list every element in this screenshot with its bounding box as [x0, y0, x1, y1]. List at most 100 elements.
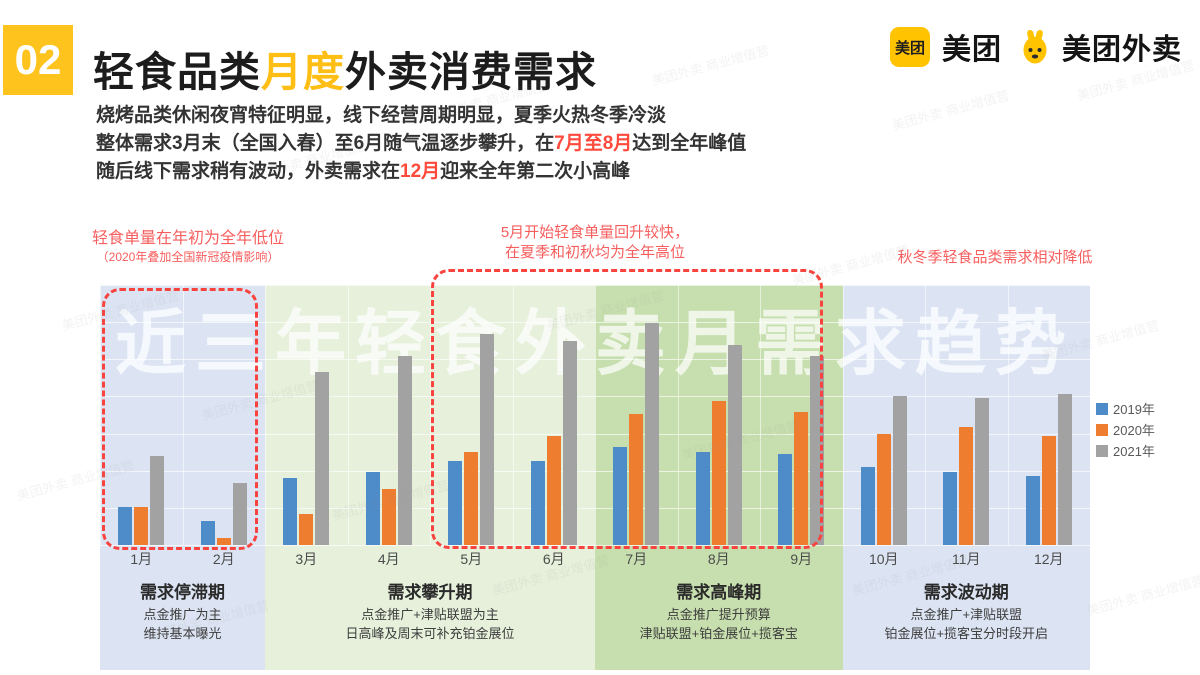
period-desc-line: 点金推广提升预算: [666, 607, 771, 622]
bar-group-7月: [595, 285, 678, 545]
annotation-rebound-line1: 5月开始轻食单量回升较快，: [500, 224, 690, 241]
period-title: 需求攀升期: [387, 583, 473, 602]
bar-2019年-8月: [695, 451, 710, 545]
v-gridline: [512, 285, 514, 545]
month-label-9月: 9月: [790, 551, 813, 567]
summary-line-2: 整体需求3月末（全国入春）至6月随气温逐步攀升，在7月至8月达到全年峰值: [96, 133, 747, 154]
meituan-app-icon: 美团: [889, 27, 930, 67]
title-highlight: 月度: [261, 49, 345, 95]
v-gridline: [842, 285, 844, 545]
v-gridline: [1090, 285, 1091, 545]
bar-group-2月: [183, 285, 266, 545]
bar-group-5月: [430, 285, 513, 545]
title-post: 外卖消费需求: [345, 49, 597, 95]
bar-2020年-7月: [629, 413, 644, 545]
period-note-需求停滞期: 需求停滞期 点金推广为主 维持基本曝光: [100, 581, 265, 643]
faint-watermark-text: 美团外卖 商业增值营: [890, 87, 1011, 134]
month-label-11月: 11月: [951, 551, 981, 567]
month-label-10月: 10月: [868, 551, 899, 567]
month-label-12月: 12月: [1033, 551, 1064, 567]
annotation-low-season-line2: （2020年叠加全国新冠疫情影响）: [96, 250, 280, 264]
v-gridline: [677, 285, 679, 545]
bar-2019年-10月: [860, 467, 875, 545]
bar-2019年-2月: [200, 520, 215, 545]
chart-title-watermark: 近三年轻食外卖月需求趋势: [114, 305, 1075, 384]
legend-swatch: [1096, 444, 1108, 457]
bar-2020年-8月: [711, 400, 726, 545]
annotation-autumn-decline: 秋冬季轻食品类需求相对降低: [835, 248, 1155, 268]
annotation-rebound: 5月开始轻食单量回升较快， 在夏季和初秋均为全年高位: [470, 223, 720, 263]
bar-2021年-3月: [315, 371, 330, 545]
chart-bars: [100, 285, 1090, 545]
annotation-low-season-line1: 轻食单量在年初为全年低位: [91, 230, 284, 247]
title-pre: 轻食品类: [93, 49, 261, 95]
summary-line-3: 随后线下需求稍有波动，外卖需求在12月迎来全年第二次小高峰: [96, 161, 631, 182]
v-gridline: [1007, 285, 1009, 545]
bar-2020年-11月: [959, 427, 974, 545]
month-label-1月: 1月: [130, 551, 153, 567]
month-label-7月: 7月: [625, 551, 648, 567]
bar-2021年-10月: [892, 396, 907, 545]
bar-2021年-7月: [645, 322, 660, 545]
dashed-highlight-jan-feb: [102, 288, 258, 550]
bar-2021年-6月: [562, 340, 577, 545]
bar-group-12月: [1008, 285, 1091, 545]
bar-2019年-7月: [613, 447, 628, 545]
legend-swatch: [1096, 402, 1108, 415]
bar-2019年-9月: [778, 453, 793, 545]
bar-2020年-4月: [381, 489, 396, 545]
dashed-highlight-may-sep: [431, 269, 823, 549]
v-gridline: [760, 285, 761, 545]
bar-group-10月: [843, 285, 926, 545]
legend-label: 2021年: [1113, 444, 1155, 459]
legend-item-2020年: 2020年: [1096, 419, 1155, 440]
period-note-需求攀升期: 需求攀升期 点金推广+津贴联盟为主 日高峰及周末可补充铂金展位: [265, 581, 595, 643]
period-desc-line: 点金推广+津贴联盟为主: [361, 607, 499, 622]
month-label-6月: 6月: [542, 551, 565, 567]
bar-2019年-11月: [943, 471, 958, 545]
section-number-badge: 02: [3, 25, 73, 95]
bar-2020年-10月: [876, 433, 891, 545]
meituan-wordmark: 美团: [941, 34, 1002, 66]
annotation-rebound-line2: 在夏季和初秋均为全年高位: [504, 244, 685, 261]
legend-item-2021年: 2021年: [1096, 440, 1155, 461]
annotation-low-season: 轻食单量在年初为全年低位 （2020年叠加全国新冠疫情影响）: [68, 229, 308, 265]
period-title: 需求停滞期: [140, 583, 225, 602]
month-label-4月: 4月: [377, 551, 400, 567]
bar-2021年-5月: [480, 333, 495, 545]
bar-2020年-12月: [1041, 436, 1056, 545]
bar-2020年-9月: [794, 411, 809, 545]
bar-2020年-5月: [464, 451, 479, 545]
meituan-kangaroo-icon: [1023, 30, 1047, 64]
chart-month-axis: 1月 2月 3月 4月 5月 6月 7月 8月 9月 10月 11月 12月: [100, 549, 1090, 569]
h-gridline: [100, 545, 1090, 546]
v-gridline: [265, 285, 266, 545]
bar-2019年-5月: [448, 460, 463, 545]
bar-2021年-1月: [150, 456, 165, 545]
bar-group-3月: [265, 285, 348, 545]
period-desc-line: 津贴联盟+铂金展位+揽客宝: [639, 626, 798, 641]
month-label-5月: 5月: [460, 551, 483, 567]
meituan-icon-text: 美团: [894, 39, 925, 57]
period-note-需求波动期: 需求波动期 点金推广+津贴联盟 铂金展位+揽客宝分时段开启: [843, 581, 1091, 643]
bar-2020年-3月: [299, 513, 314, 545]
bar-2019年-12月: [1025, 476, 1040, 545]
bar-2020年-2月: [216, 538, 231, 545]
v-gridline: [595, 285, 596, 545]
bar-2019年-6月: [530, 460, 545, 545]
summary-line-1: 烧烤品类休闲夜宵特征明显，线下经营周期明显，夏季火热冬季冷淡: [96, 105, 667, 126]
page-title: 轻食品类月度外卖消费需求: [93, 38, 597, 98]
v-gridline: [182, 285, 184, 545]
legend-label: 2020年: [1113, 423, 1155, 438]
v-gridline: [430, 285, 431, 545]
period-desc-line: 点金推广为主: [143, 607, 222, 622]
bar-2020年-1月: [134, 507, 149, 545]
faint-watermark-text: 美团外卖 商业增值营: [1085, 572, 1200, 619]
period-title: 需求高峰期: [676, 583, 762, 602]
month-label-2月: 2月: [212, 551, 235, 567]
month-label-8月: 8月: [707, 551, 730, 567]
bar-2019年-4月: [365, 471, 380, 545]
bar-group-1月: [100, 285, 183, 545]
legend-swatch: [1096, 423, 1108, 436]
brand-logos: 美团 美团 美团外卖: [889, 26, 1182, 68]
